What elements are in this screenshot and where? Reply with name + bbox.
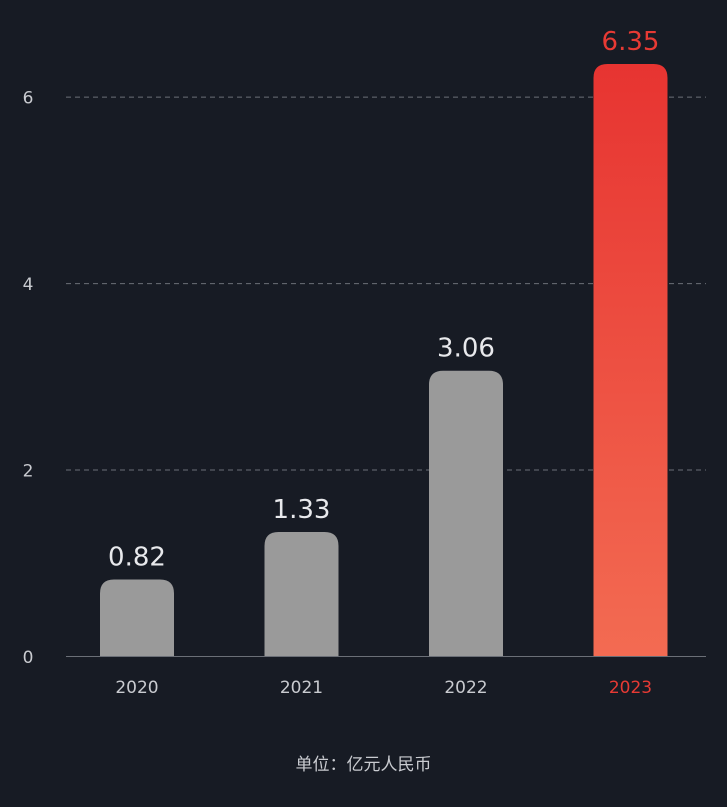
value-label: 6.35 — [602, 27, 660, 57]
x-tick-label: 2021 — [280, 678, 323, 698]
bars: 0.82 1.33 3.06 6.35 — [100, 27, 668, 656]
value-label: 0.82 — [108, 543, 166, 573]
bar-2021 — [264, 532, 339, 656]
value-label: 1.33 — [273, 495, 331, 525]
x-tick-label: 2020 — [115, 678, 158, 698]
value-label: 3.06 — [437, 334, 495, 364]
unit-label: 单位：亿元人民币 — [295, 755, 432, 775]
bar-2020 — [100, 579, 174, 656]
y-tick-label: 0 — [23, 648, 34, 668]
y-tick-label: 2 — [23, 462, 34, 482]
y-tick-label: 6 — [23, 89, 34, 109]
bar-2022 — [429, 370, 503, 656]
bar-2023 — [593, 64, 668, 656]
y-tick-label: 4 — [23, 275, 34, 295]
x-tick-label: 2022 — [444, 678, 487, 698]
x-tick-label: 2023 — [609, 678, 652, 698]
x-axis-ticks: 2020 2021 2022 2023 — [115, 678, 652, 698]
y-axis-ticks: 0 2 4 6 — [23, 89, 34, 668]
